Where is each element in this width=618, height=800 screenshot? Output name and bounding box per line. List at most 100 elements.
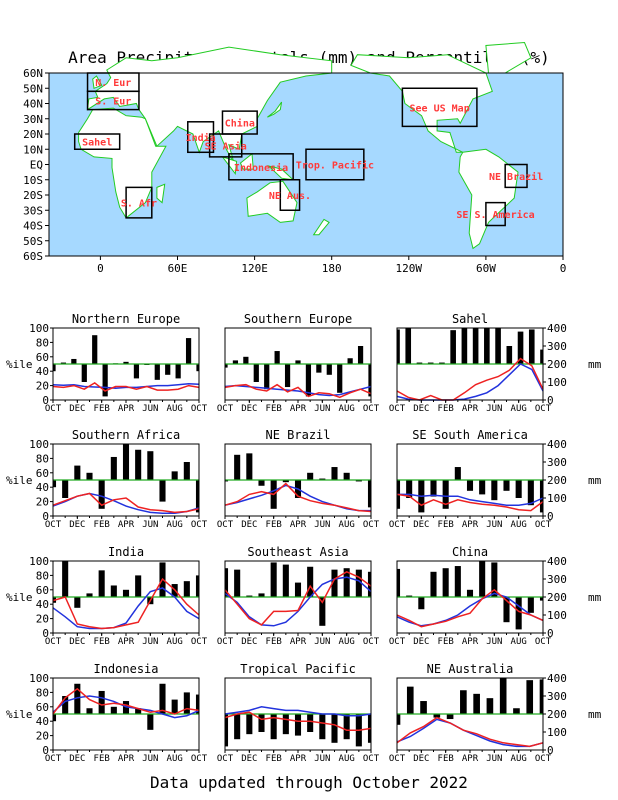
percentile-bar: [466, 589, 474, 597]
month-tick-label: JUN: [142, 404, 158, 414]
percentile-bar: [294, 582, 302, 597]
month-tick-label: OCT: [535, 520, 552, 530]
month-tick-label: AUG: [511, 754, 527, 764]
percentile-bar: [284, 364, 291, 388]
percentile-bar: [175, 364, 181, 379]
percentile-bar: [319, 597, 326, 626]
lat-tick-label: 40S: [23, 220, 43, 233]
normal-mm-line: [396, 363, 544, 401]
observed-mm-line: [224, 711, 372, 731]
percentile-bar: [123, 361, 129, 364]
region-box: [208, 133, 243, 158]
month-tick-label: JUN: [142, 520, 158, 530]
percentile-bar: [62, 561, 69, 597]
percentile-bar: [110, 585, 117, 597]
percentile-bar: [503, 597, 510, 623]
month-tick-label: DEC: [241, 404, 257, 414]
percentile-bar: [513, 708, 520, 714]
region-label: S. Afr: [121, 199, 157, 210]
percentile-bar: [185, 338, 192, 364]
percentile-tick-label: 60: [36, 351, 49, 364]
percentile-tick-label: 0: [42, 744, 49, 757]
percentile-bar: [355, 569, 362, 597]
month-tick-label: DEC: [69, 404, 85, 414]
percentile-bar: [355, 480, 362, 482]
month-tick-label: DEC: [413, 637, 429, 647]
mm-tick-label: 200: [547, 708, 567, 721]
region-label: NE Aus.: [269, 191, 311, 202]
mm-axis-label: mm: [588, 708, 602, 721]
normal-mm-line: [52, 695, 200, 719]
lat-tick-label: 20S: [23, 189, 43, 202]
panel-tropical-pacific: Tropical Pacific OCT DEC FEB APR JUN AUG OCT: [217, 662, 380, 764]
percentile-tick-label: 20: [36, 613, 49, 626]
percentile-bar: [165, 364, 171, 375]
panel-title: NE Brazil: [265, 428, 330, 442]
observed-mm-line: [396, 588, 544, 628]
month-tick-label: APR: [462, 520, 479, 530]
percentile-bar: [473, 693, 480, 714]
month-tick-label: DEC: [241, 637, 257, 647]
month-tick-label: JUN: [486, 754, 502, 764]
mm-tick-label: 200: [547, 474, 567, 487]
month-tick-label: DEC: [69, 754, 85, 764]
month-tick-label: DEC: [413, 520, 429, 530]
panel-southeast-asia: Southeast Asia OCT DEC FEB APR JUN AUG OCT: [217, 545, 380, 647]
panel-title: India: [108, 545, 144, 559]
percentile-bar: [225, 568, 229, 597]
month-tick-label: AUG: [339, 404, 355, 414]
percentile-tick-label: 100: [29, 555, 49, 568]
month-tick-label: APR: [462, 754, 479, 764]
percentile-bar: [122, 444, 130, 480]
month-tick-label: OCT: [45, 754, 62, 764]
mm-tick-label: 400: [547, 555, 567, 568]
percentile-bar: [274, 351, 280, 364]
percentile-bar: [225, 714, 229, 747]
month-tick-label: APR: [290, 404, 307, 414]
percentile-tick-label: 40: [36, 598, 49, 611]
percentile-bar: [484, 328, 490, 364]
percentile-bar: [195, 480, 199, 513]
month-tick-label: APR: [118, 754, 135, 764]
month-tick-label: JUN: [314, 520, 330, 530]
percentile-bar: [515, 597, 522, 630]
observed-mm-line: [52, 492, 200, 514]
month-tick-label: APR: [462, 404, 479, 414]
observed-mm-line: [52, 577, 200, 630]
month-tick-label: AUG: [511, 404, 527, 414]
observed-mm-line: [224, 383, 372, 399]
mm-tick-label: 200: [547, 591, 567, 604]
percentile-tick-label: 60: [36, 701, 49, 714]
percentile-tick-label: 100: [29, 438, 49, 451]
month-tick-label: OCT: [217, 520, 234, 530]
percentile-bar: [258, 480, 265, 486]
percentile-bar: [246, 714, 253, 735]
month-tick-label: FEB: [266, 637, 282, 647]
month-tick-label: AUG: [167, 404, 183, 414]
normal-mm-line: [396, 592, 544, 627]
percentile-bar: [270, 562, 277, 597]
percentile-bar: [102, 364, 108, 397]
percentile-bar: [135, 708, 142, 714]
month-tick-label: OCT: [363, 404, 380, 414]
percentile-bar: [433, 714, 441, 718]
percentile-tick-label: 60: [36, 467, 49, 480]
month-tick-label: OCT: [389, 637, 406, 647]
month-tick-label: FEB: [438, 754, 454, 764]
percentile-bar: [86, 593, 93, 597]
percentile-bar: [196, 364, 199, 372]
percentile-bar: [461, 328, 468, 364]
month-tick-label: FEB: [266, 520, 282, 530]
observed-mm-line: [224, 570, 372, 626]
percentile-bar: [135, 449, 142, 480]
mm-tick-label: 0: [547, 627, 554, 640]
month-tick-label: APR: [462, 637, 479, 647]
panel-southern-europe: Southern Europe OCT DEC FEB APR JUN AUG OCT: [217, 312, 380, 414]
normal-mm-line: [52, 383, 200, 390]
percentile-bar: [122, 589, 130, 597]
percentile-bar: [367, 480, 371, 508]
lat-tick-label: EQ: [30, 159, 43, 172]
percentile-axis-label: %ile: [6, 591, 33, 604]
panel-title: SE South America: [412, 428, 528, 442]
